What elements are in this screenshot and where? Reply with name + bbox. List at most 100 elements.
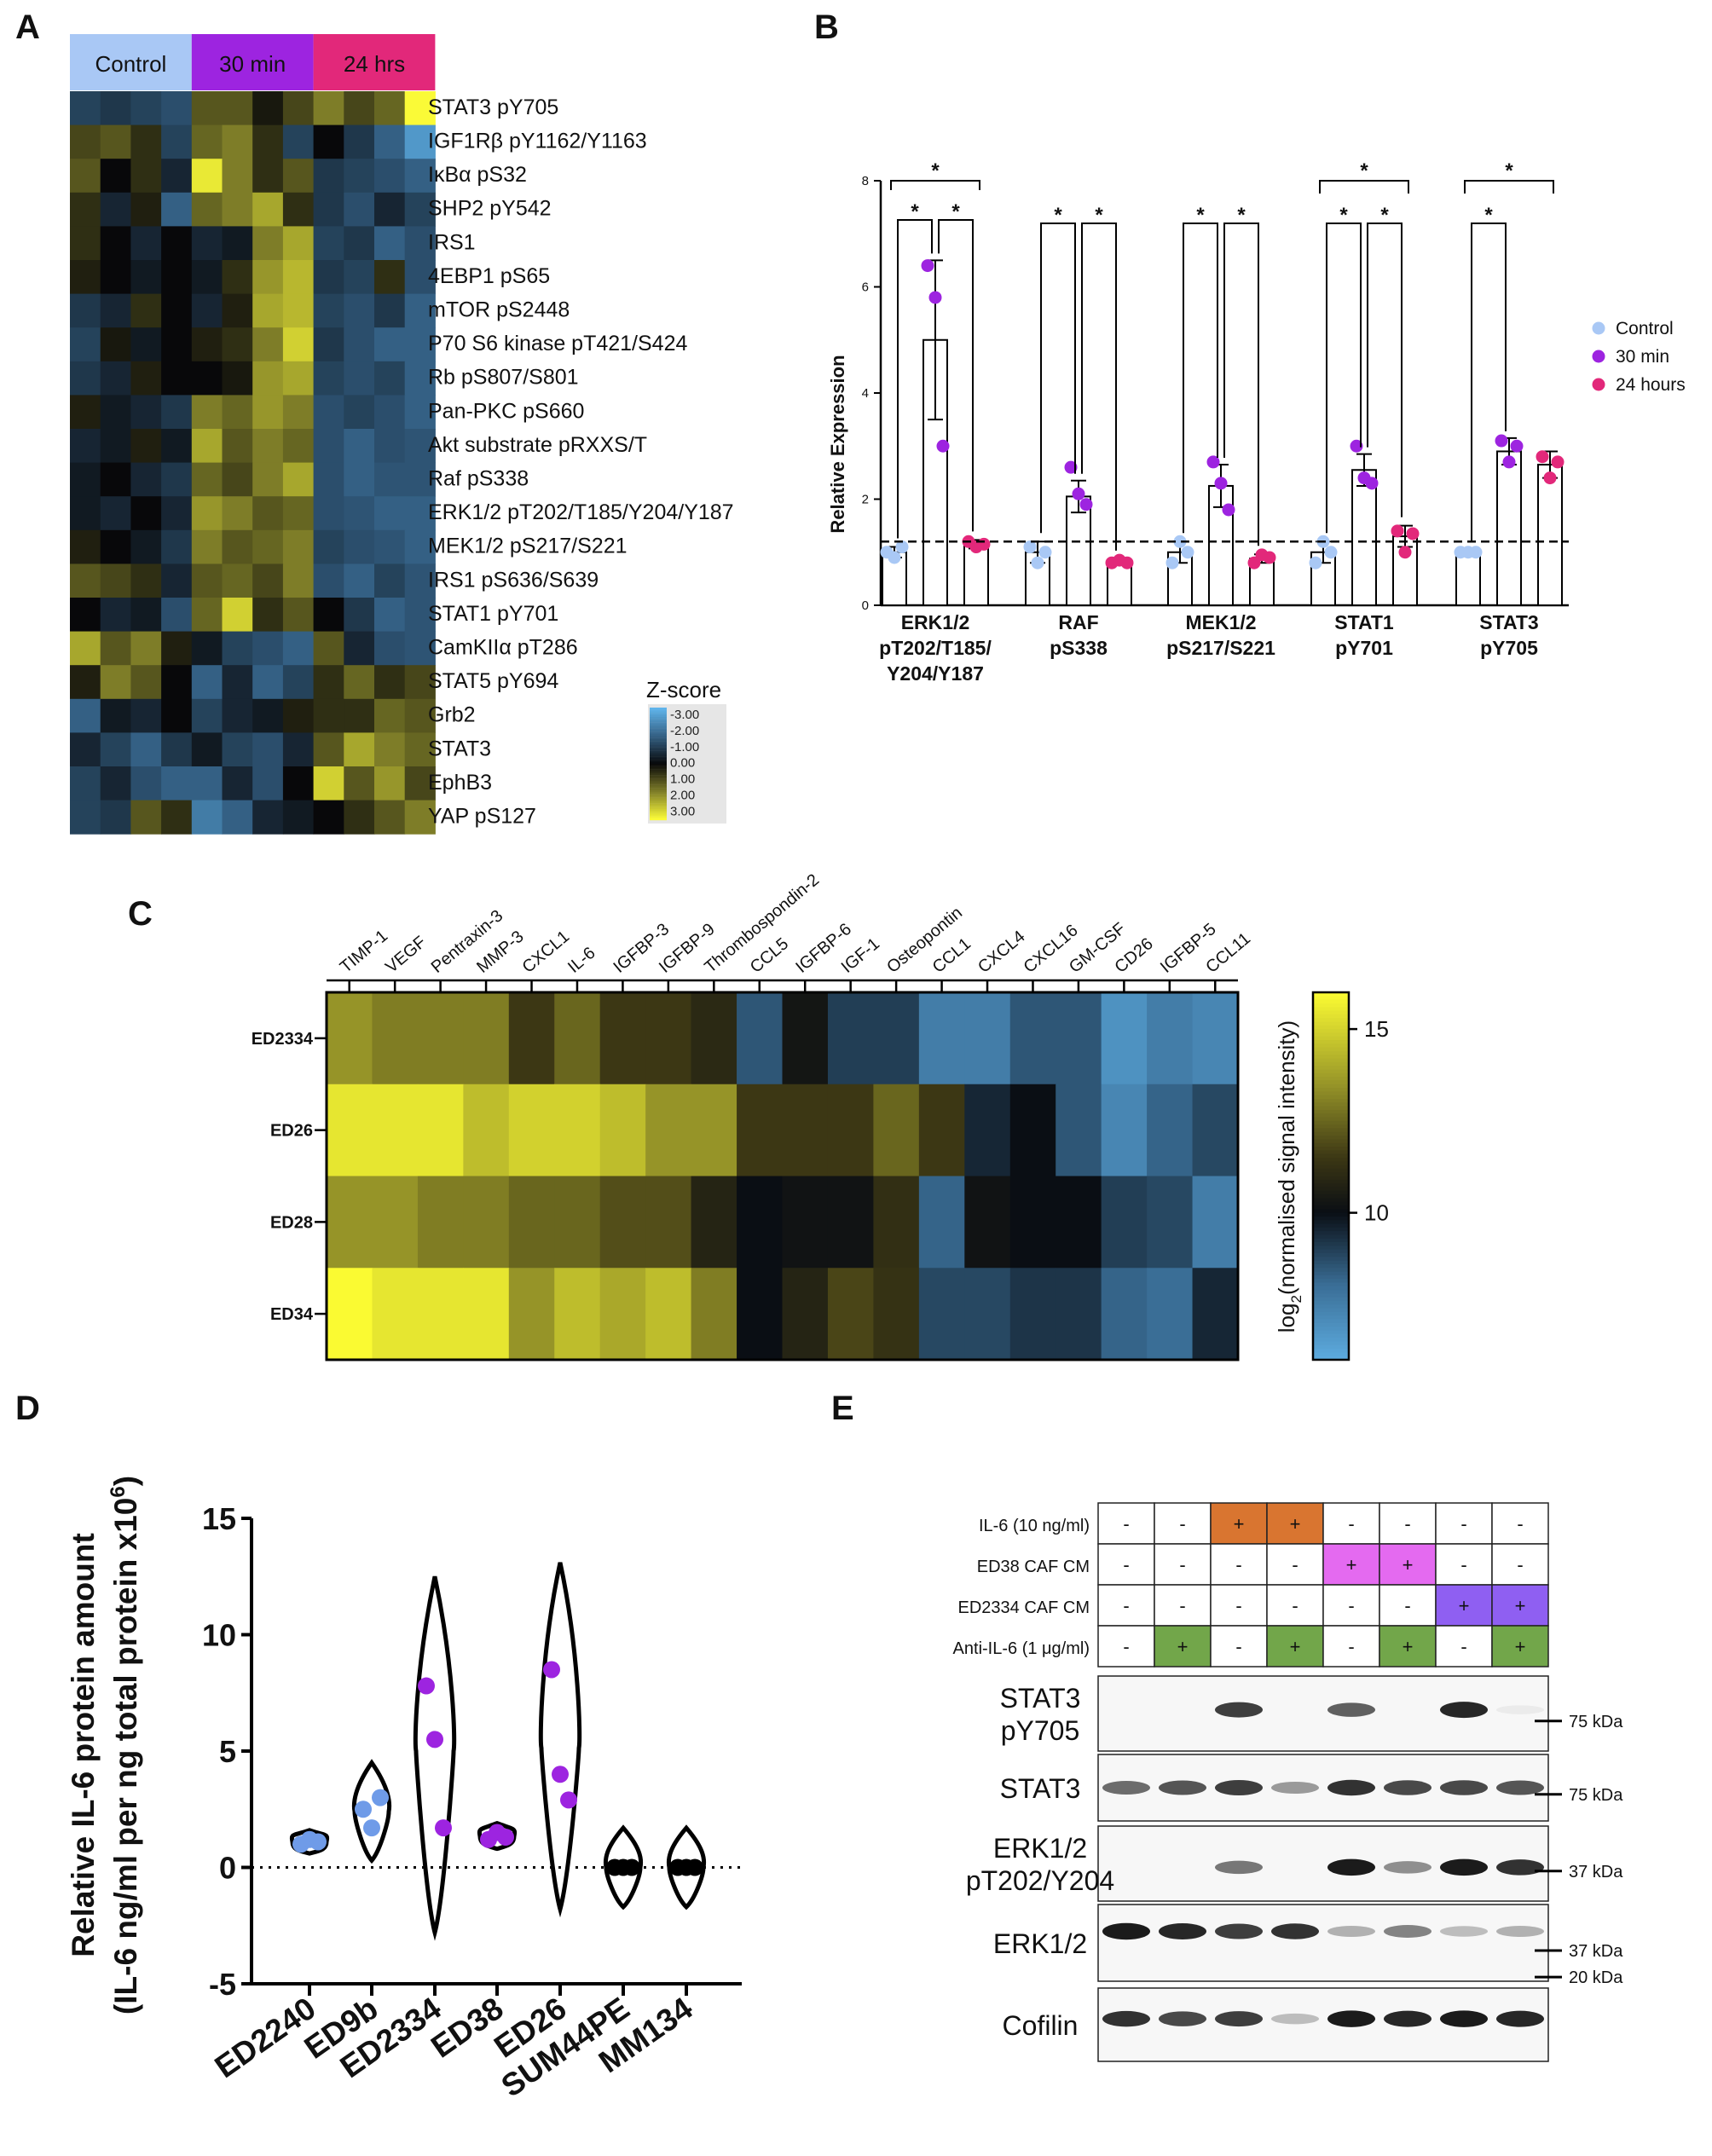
- colorbar-swatch: [1313, 992, 1349, 997]
- legend-swatch: [650, 736, 667, 738]
- data-point: [418, 1677, 435, 1695]
- heatmap-cell: [1009, 1084, 1056, 1176]
- data-point: [1324, 546, 1338, 559]
- heatmap-cell: [252, 260, 284, 295]
- heatmap-cell: [222, 226, 253, 261]
- heatmap-cell: [313, 665, 344, 700]
- heatmap-cell: [463, 1268, 510, 1361]
- heatmap-cell: [737, 1268, 783, 1361]
- colorbar-swatch: [1313, 1234, 1349, 1240]
- colorbar-swatch: [1313, 1308, 1349, 1313]
- condition-value: -: [1179, 1554, 1185, 1575]
- heatmap-cell: [161, 395, 193, 430]
- colorbar-swatch: [1313, 1142, 1349, 1148]
- blot-band: [1102, 2010, 1150, 2027]
- heatmap-cell: [161, 429, 193, 464]
- data-point: [1398, 546, 1412, 559]
- heatmap-cell: [70, 260, 101, 295]
- blot-band: [1159, 1780, 1206, 1795]
- heatmap-cell: [282, 395, 315, 430]
- panel-letter-d: D: [15, 1390, 40, 1427]
- heatmap-cell: [344, 462, 375, 497]
- row-label: YAP pS127: [428, 805, 536, 829]
- legend-marker: [1592, 350, 1605, 363]
- colorbar-swatch: [1313, 1194, 1349, 1199]
- colorbar-swatch: [1313, 1290, 1349, 1295]
- condition-value: +: [1234, 1513, 1245, 1535]
- heatmap-cell: [252, 192, 284, 227]
- heatmap-cell: [222, 529, 253, 564]
- heatmap-cell: [508, 992, 555, 1085]
- heatmap-cell: [222, 766, 253, 801]
- heatmap-cell: [252, 293, 284, 328]
- legend-swatch: [650, 792, 667, 795]
- row-label: ERK1/2 pT202/T185/Y204/Y187: [428, 500, 734, 524]
- condition-cell: [1154, 1543, 1212, 1586]
- colorbar-swatch: [1313, 1263, 1349, 1269]
- heatmap-cell: [873, 1268, 920, 1361]
- condition-value: -: [1404, 1595, 1410, 1616]
- blot-band: [1159, 1923, 1206, 1939]
- row-label: Raf pS338: [428, 467, 529, 491]
- heatmap-cell: [327, 1268, 373, 1361]
- y-tick-label: 5: [219, 1734, 236, 1769]
- significance-bracket-outer: [1464, 180, 1554, 194]
- heatmap-cell: [344, 429, 375, 464]
- colorbar-swatch: [1313, 1047, 1349, 1052]
- heatmap-cell: [161, 800, 193, 835]
- colorbar-swatch: [1313, 1098, 1349, 1104]
- colorbar-swatch: [1313, 1018, 1349, 1023]
- heatmap-cell: [191, 395, 223, 430]
- heatmap-cell: [130, 732, 162, 767]
- row-label: CamKIIα pT286: [428, 636, 578, 660]
- legend-swatch: [650, 803, 667, 806]
- legend-swatch: [650, 805, 667, 807]
- heatmap-cell: [161, 564, 193, 598]
- legend-tick: 2.00: [670, 789, 695, 803]
- heatmap-cell: [100, 631, 131, 666]
- heatmap-cell: [374, 529, 406, 564]
- heatmap-cell: [100, 124, 131, 159]
- heatmap-cell: [100, 226, 131, 261]
- blot-band: [1496, 1859, 1544, 1876]
- row-label: Grb2: [428, 703, 476, 727]
- blot-band: [1327, 1858, 1375, 1876]
- heatmap-cell: [161, 91, 193, 126]
- legend-tick: 3.00: [670, 804, 695, 818]
- heatmap-cell: [374, 260, 406, 295]
- condition-cell: [1491, 1502, 1549, 1545]
- heatmap-cell: [599, 992, 646, 1085]
- heatmap-cell: [344, 732, 375, 767]
- heatmap-cell: [417, 1268, 464, 1361]
- heatmap-cell: [404, 293, 436, 328]
- colorbar-swatch: [1313, 1187, 1349, 1192]
- heatmap-cell: [782, 1268, 829, 1361]
- colorbar-swatch: [1313, 1139, 1349, 1144]
- heatmap-cell: [252, 698, 284, 733]
- heatmap-cell: [1056, 1084, 1102, 1176]
- heatmap-cell: [344, 766, 375, 801]
- colorbar-swatch: [1313, 1293, 1349, 1298]
- heatmap-cell: [374, 732, 406, 767]
- significance-bracket: [1081, 223, 1117, 551]
- colorbar-swatch: [1313, 1106, 1349, 1111]
- legend-swatch: [650, 783, 667, 785]
- colorbar-swatch: [1313, 1223, 1349, 1228]
- heatmap-cell: [100, 665, 131, 700]
- y-axis-label-line2: (IL-6 ng/ml per ng total protein x106): [107, 1476, 143, 2014]
- colorbar-swatch: [1313, 1190, 1349, 1196]
- heatmap-cell: [161, 732, 193, 767]
- colorbar-swatch: [1313, 1319, 1349, 1324]
- colorbar-swatch: [1313, 1176, 1349, 1181]
- heatmap-cell: [645, 1176, 692, 1269]
- heatmap-cell: [1101, 992, 1148, 1085]
- heatmap-cell: [100, 732, 131, 767]
- blot-label: STAT3: [1000, 1773, 1081, 1804]
- heatmap-cell: [282, 529, 315, 564]
- heatmap-cell: [964, 992, 1011, 1085]
- heatmap-cell: [372, 1176, 419, 1269]
- heatmap-cell: [404, 462, 436, 497]
- legend-swatch: [650, 777, 667, 779]
- heatmap-cell: [313, 698, 344, 733]
